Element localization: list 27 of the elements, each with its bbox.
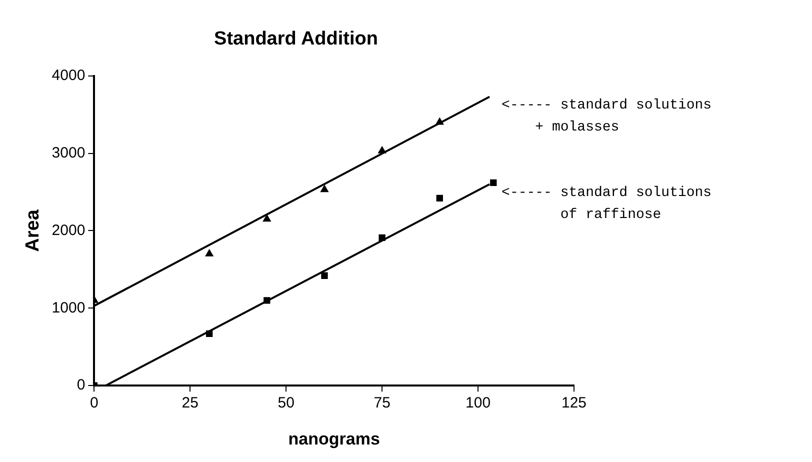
point bbox=[436, 194, 443, 202]
x-tick-label: 50 bbox=[278, 394, 294, 412]
x-tick-label: 25 bbox=[182, 394, 198, 412]
point bbox=[264, 297, 270, 304]
y-tick-label: 1000 bbox=[52, 299, 86, 316]
y-tick-label: 4000 bbox=[52, 66, 86, 84]
point bbox=[321, 272, 328, 279]
y-axis-title: Area bbox=[22, 209, 44, 252]
point bbox=[205, 249, 214, 256]
point bbox=[206, 330, 213, 338]
point bbox=[436, 118, 444, 125]
y-tick-label: 3000 bbox=[52, 144, 86, 162]
annotation: <----- standard solutions of raffinose bbox=[502, 184, 712, 223]
x-tick-label: 100 bbox=[466, 394, 491, 412]
point bbox=[378, 234, 386, 241]
chart-title: Standard Addition bbox=[214, 28, 378, 50]
x-tick-label: 125 bbox=[561, 394, 587, 412]
point bbox=[262, 214, 271, 222]
point bbox=[490, 179, 497, 186]
x-tick-label: 0 bbox=[90, 394, 98, 412]
point bbox=[320, 185, 328, 192]
y-tick-label: 0 bbox=[76, 376, 86, 394]
x-axis-title: nanograms bbox=[288, 429, 380, 448]
x-tick-label: 75 bbox=[374, 394, 390, 412]
point bbox=[378, 146, 386, 154]
y-tick-label: 2000 bbox=[52, 222, 86, 239]
annotation: <----- standard solutions + molasses bbox=[502, 97, 712, 136]
